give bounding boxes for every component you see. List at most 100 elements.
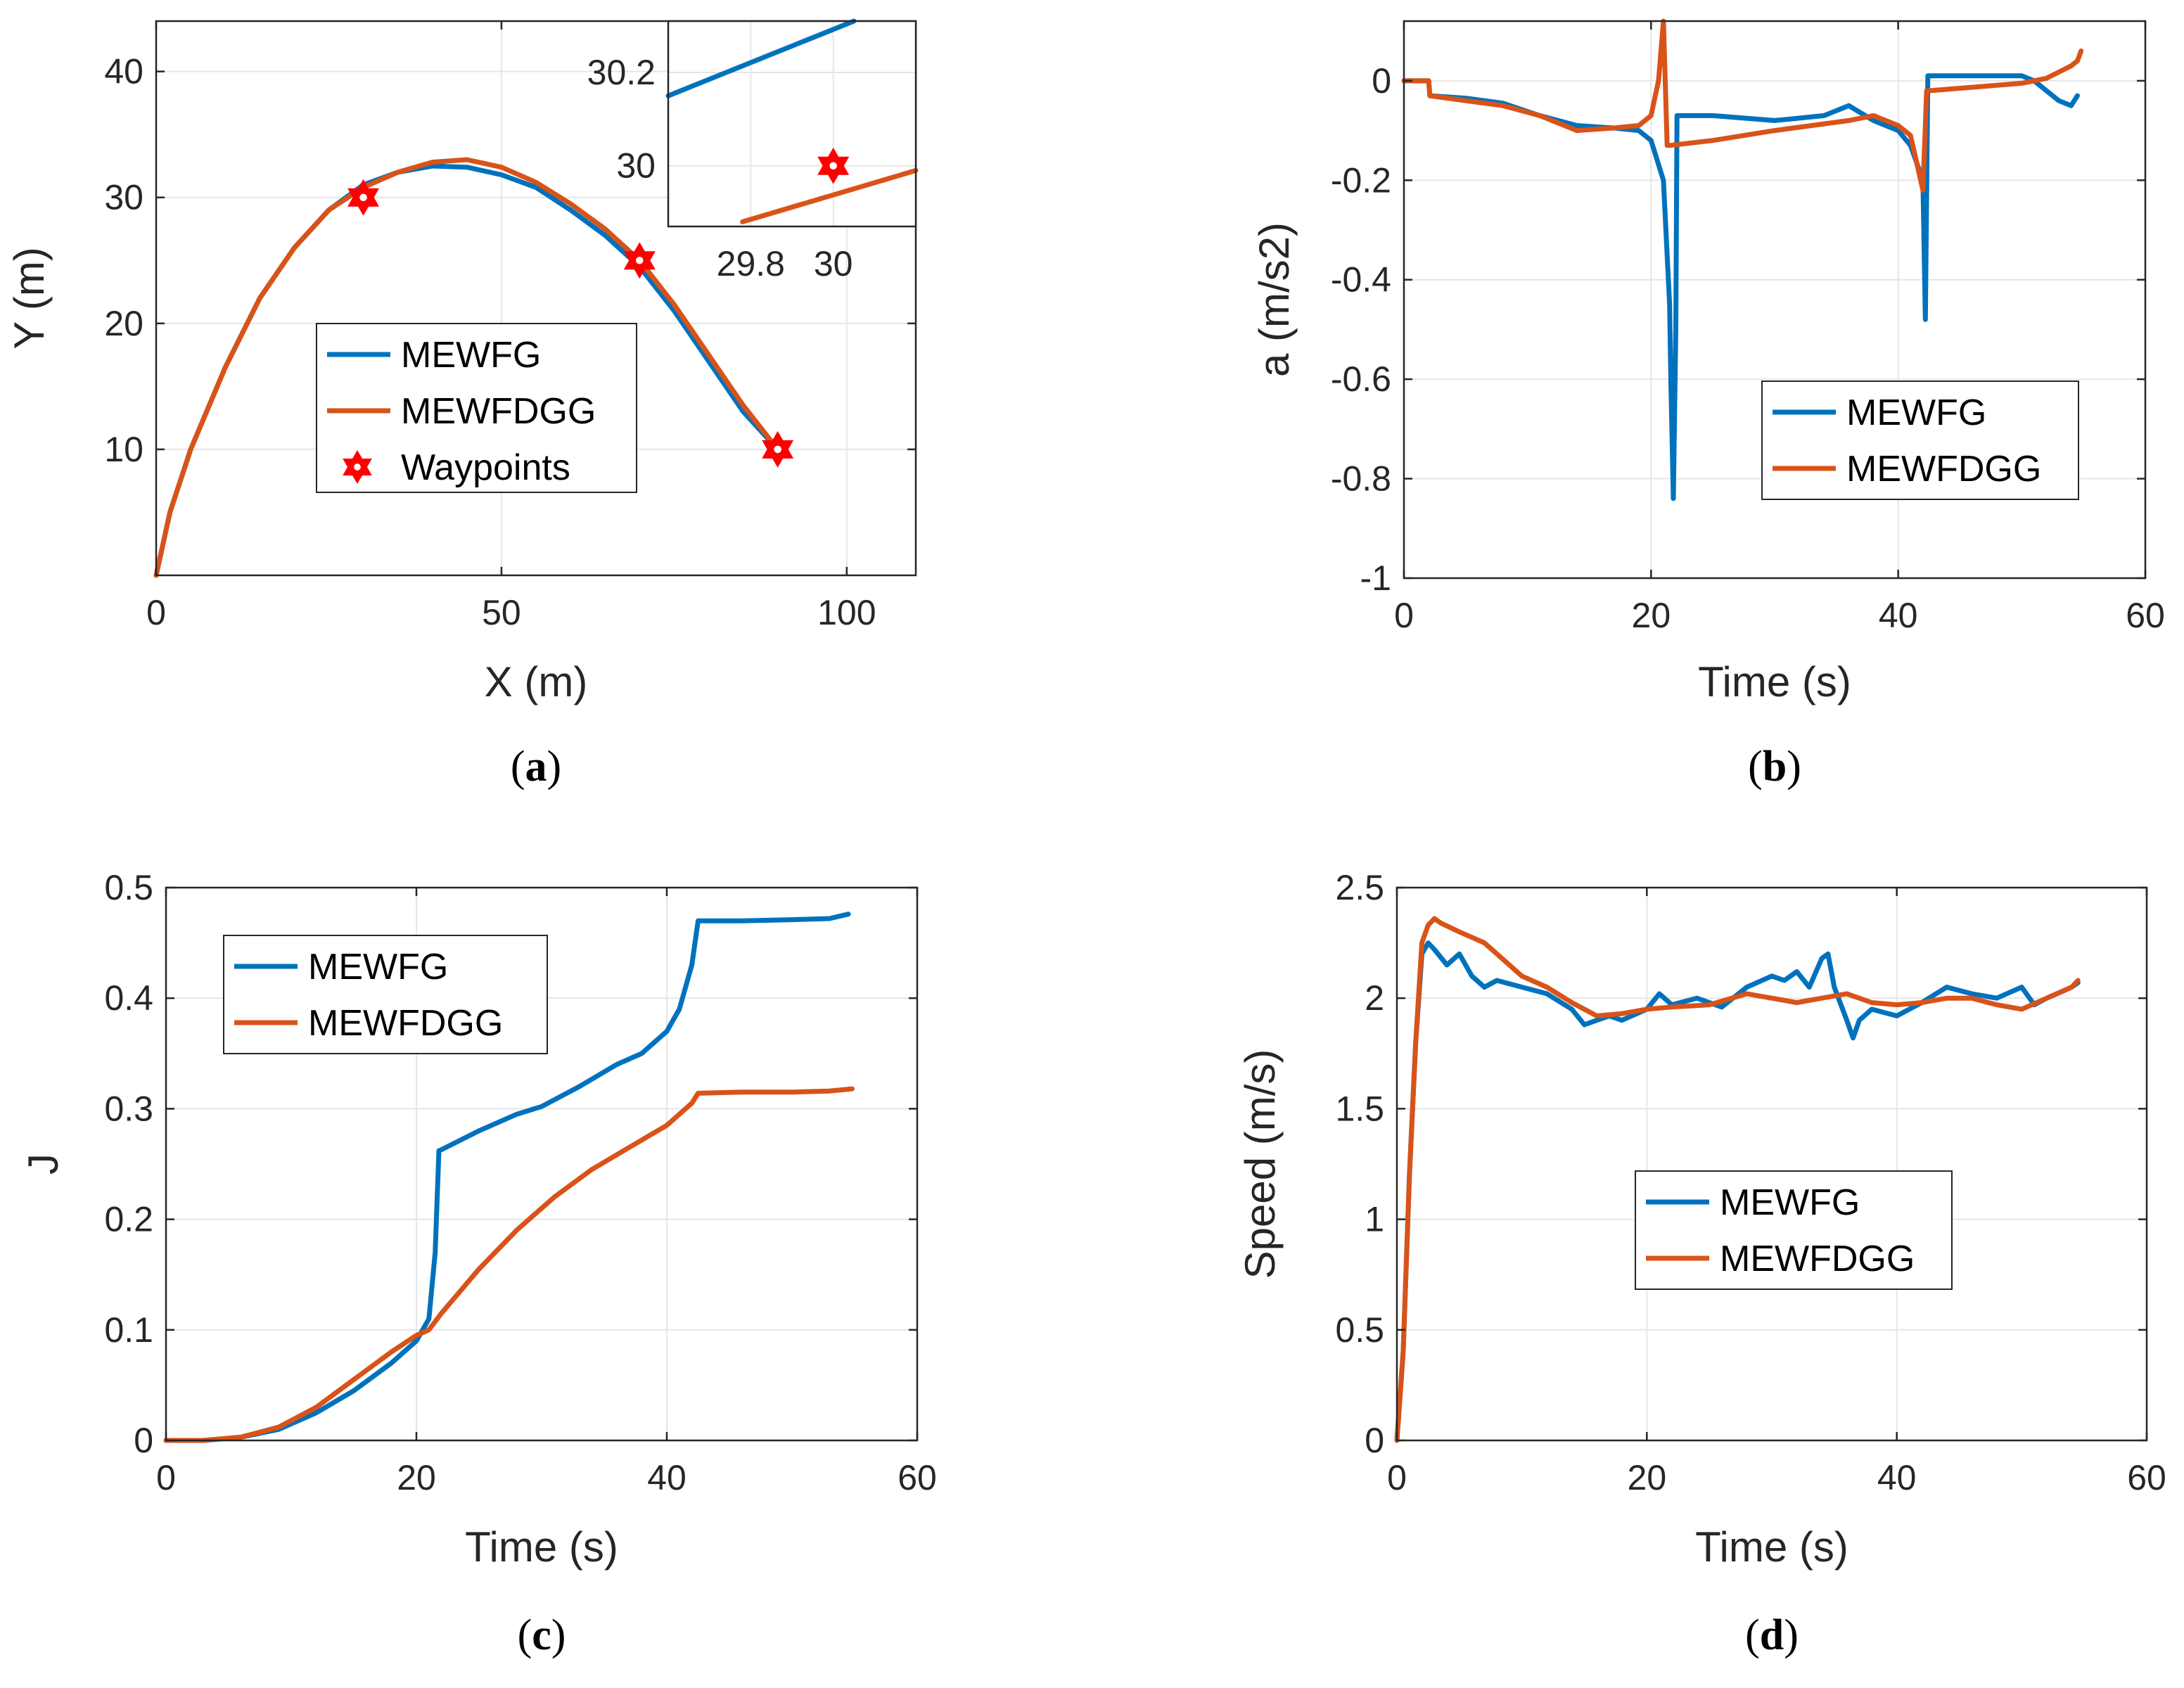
series-line-mewfg [163, 912, 851, 1443]
caption-letter: d [1760, 1611, 1784, 1659]
legend-label: MEWFDGG [401, 391, 596, 432]
y-tick-label: 40 [104, 52, 143, 91]
inset-series-line-mewfdgg [740, 167, 919, 224]
axes-box [155, 20, 917, 577]
y-tick-label: 0.1 [104, 1310, 153, 1350]
x-tick-label: 60 [2127, 1458, 2166, 1497]
y-tick-label: 0.5 [104, 868, 153, 907]
legend-label: MEWFG [1846, 392, 1986, 433]
x-tick-label: 50 [482, 593, 521, 632]
inset-x-tick-label: 30 [814, 244, 853, 283]
y-tick-label: 30 [104, 178, 143, 217]
legend: MEWFG MEWFDGG Waypoints [316, 323, 637, 493]
y-tick-label: -0.6 [1331, 359, 1391, 399]
caption-letter: b [1763, 743, 1787, 791]
legend-box [316, 323, 637, 493]
axes-box [165, 886, 919, 1442]
y-tick-label: -0.2 [1331, 160, 1391, 200]
series-line-mewfdgg [153, 157, 781, 578]
x-tick-label: 60 [2126, 596, 2165, 635]
inset-axes-box [667, 20, 917, 228]
x-tick-label: 20 [397, 1458, 436, 1497]
panel-caption: (a) [511, 743, 561, 791]
plot-area [1397, 888, 2147, 1440]
y-tick-label: 1.5 [1335, 1089, 1384, 1128]
legend-box [1635, 1170, 1953, 1290]
y-tick-label: 1 [1365, 1200, 1384, 1239]
legend-box [1761, 381, 2079, 500]
inset-background [668, 21, 916, 226]
y-tick-label: -0.8 [1331, 459, 1391, 499]
y-tick-label: 0 [1372, 61, 1391, 101]
panel-caption: (c) [518, 1611, 566, 1659]
x-axis-label: Time (s) [465, 1523, 618, 1571]
chart-panel-a: 0 50 100 10 20 30 40 X (m) Y (m) 29.8 30 30 30.2 MEWF… [6, 18, 919, 791]
y-tick-label: 0 [1365, 1421, 1384, 1460]
inset-zoom: 29.8 30 30 30.2 [587, 18, 919, 283]
caption-close-paren: ) [1784, 1611, 1799, 1659]
y-tick-label: 2.5 [1335, 868, 1384, 907]
y-axis-label: Speed (m/s) [1237, 1049, 1284, 1279]
legend-label: MEWFG [308, 947, 448, 987]
y-tick-label: 0.5 [1335, 1310, 1384, 1350]
y-axis-label: J [20, 1153, 67, 1175]
x-tick-label: 20 [1628, 1458, 1667, 1497]
y-tick-label: -0.4 [1331, 260, 1391, 300]
y-tick-label: 20 [104, 304, 143, 343]
series-line-mewfdgg [1394, 916, 2081, 1443]
x-tick-label: 60 [898, 1458, 937, 1497]
legend-label: MEWFDGG [1846, 449, 2041, 490]
axes-box [1403, 20, 2147, 580]
x-tick-label: 0 [156, 1458, 176, 1497]
x-tick-label: 0 [146, 593, 166, 632]
chart-panel-b: 0 20 40 60 -1 -0.8 -0.6 -0.4 -0.2 0 Time (s) a (m/s… [1251, 18, 2165, 791]
y-tick-label: 0.3 [104, 1089, 153, 1128]
legend-label: MEWFG [1720, 1182, 1860, 1223]
legend: MEWFG MEWFDGG [1635, 1170, 1953, 1290]
caption-close-paren: ) [1787, 743, 1801, 791]
y-tick-label: 10 [104, 430, 143, 469]
caption-close-paren: ) [551, 1611, 566, 1659]
inset-x-tick-label: 29.8 [717, 244, 785, 283]
y-axis-label: a (m/s2) [1251, 222, 1298, 377]
x-tick-label: 40 [1877, 1458, 1917, 1497]
series-line-mewfdgg [163, 1086, 855, 1443]
waypoint-star-icon-center [635, 256, 644, 264]
y-tick-label: 0.2 [104, 1200, 153, 1239]
inset-series-line-mewfg [665, 18, 857, 98]
legend-label: MEWFG [401, 335, 541, 376]
x-tick-label: 0 [1387, 1458, 1407, 1497]
y-axis-label: Y (m) [6, 247, 53, 350]
inset-waypoint-star-icon-center [829, 162, 837, 170]
x-axis-label: X (m) [485, 658, 588, 705]
y-tick-label: -1 [1360, 558, 1391, 598]
legend: MEWFG MEWFDGG [1761, 381, 2079, 500]
x-tick-label: 100 [817, 593, 876, 632]
caption-open-paren: ( [1745, 1611, 1760, 1659]
caption-open-paren: ( [1748, 743, 1763, 791]
x-tick-label: 0 [1394, 596, 1414, 635]
x-tick-label: 40 [1879, 596, 1918, 635]
inset-y-tick-label: 30.2 [587, 53, 656, 92]
caption-open-paren: ( [511, 743, 525, 791]
x-tick-label: 40 [647, 1458, 687, 1497]
chart-panel-d: 0 20 40 60 0 0.5 1 1.5 2 2.5 Time (s) Speed (m/s) ME… [1237, 868, 2166, 1659]
axes-box [1396, 886, 2148, 1442]
legend-label: MEWFDGG [308, 1003, 503, 1044]
caption-letter: a [525, 743, 547, 791]
x-tick-label: 20 [1632, 596, 1671, 635]
waypoint-star-icon-center [359, 193, 367, 202]
caption-letter: c [532, 1611, 551, 1659]
legend-box [223, 935, 548, 1054]
y-tick-label: 0.4 [104, 978, 153, 1018]
panel-caption: (d) [1745, 1611, 1799, 1659]
panel-caption: (b) [1748, 743, 1801, 791]
y-tick-label: 0 [134, 1421, 153, 1460]
legend-label: Waypoints [401, 447, 570, 488]
legend-label: MEWFDGG [1720, 1239, 1915, 1279]
legend: MEWFG MEWFDGG [223, 935, 548, 1054]
legend-waypoint-icon-center [354, 463, 361, 471]
x-axis-label: Time (s) [1695, 1523, 1848, 1571]
y-tick-label: 2 [1365, 978, 1384, 1018]
